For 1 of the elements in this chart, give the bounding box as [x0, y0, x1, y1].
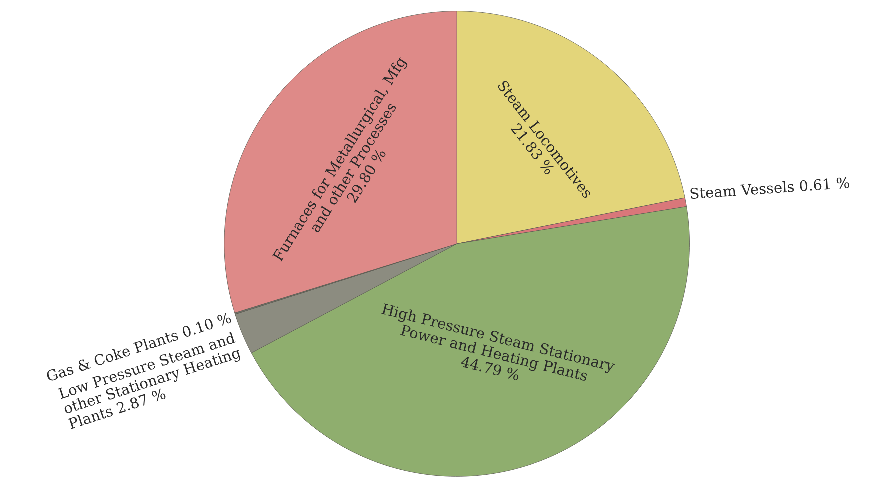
slice-label: Steam Vessels 0.61 %	[690, 176, 850, 200]
